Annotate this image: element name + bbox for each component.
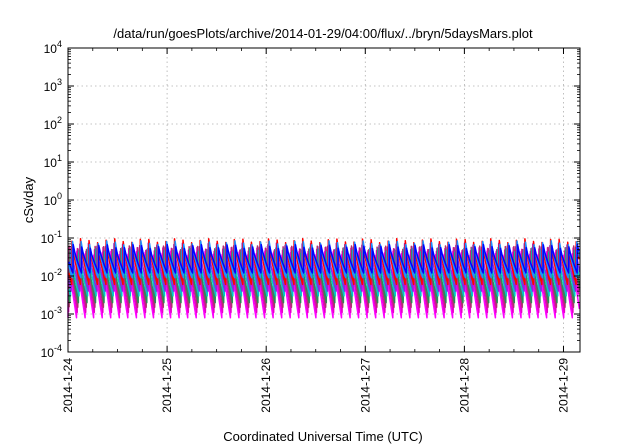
y-tick-label: 103 <box>44 77 62 94</box>
x-tick-label: 2014-1-26 <box>259 358 273 413</box>
y-tick-label: 100 <box>44 191 62 208</box>
y-tick-label: 101 <box>44 153 62 170</box>
y-tick-label: 10-4 <box>41 343 62 360</box>
y-tick-label: 104 <box>44 39 62 56</box>
y-tick-label: 10-2 <box>41 267 62 284</box>
series-line-7 <box>68 238 580 286</box>
y-axis-label: cSv/day <box>21 176 36 223</box>
chart-title: /data/run/goesPlots/archive/2014-01-29/0… <box>113 26 533 41</box>
x-tick-label: 2014-1-29 <box>556 358 570 413</box>
x-tick-label: 2014-1-27 <box>358 358 372 413</box>
x-axis: 2014-1-24 2014-1-25 2014-1-26 2014-1-27 2014… <box>61 48 570 413</box>
y-tick-label: 10-1 <box>41 229 62 246</box>
series-line-2 <box>67 246 580 314</box>
x-tick-label: 2014-1-28 <box>457 358 471 413</box>
series-line-3 <box>68 245 581 309</box>
series-line-6 <box>67 242 581 292</box>
series-line-5 <box>68 246 580 297</box>
x-tick-label: 2014-1-24 <box>61 358 75 413</box>
x-tick-label: 2014-1-25 <box>160 358 174 413</box>
y-tick-label: 10-3 <box>41 305 62 322</box>
y-tick-label: 102 <box>44 115 62 132</box>
y-axis: 10-4 10-3 10-2 10-1 100 101 102 103 104 <box>41 39 580 360</box>
x-axis-label: Coordinated Universal Time (UTC) <box>223 429 422 444</box>
series-line-1 <box>67 250 581 319</box>
series-group <box>67 238 581 319</box>
series-line-9 <box>68 243 580 274</box>
series-line-4 <box>67 248 581 304</box>
